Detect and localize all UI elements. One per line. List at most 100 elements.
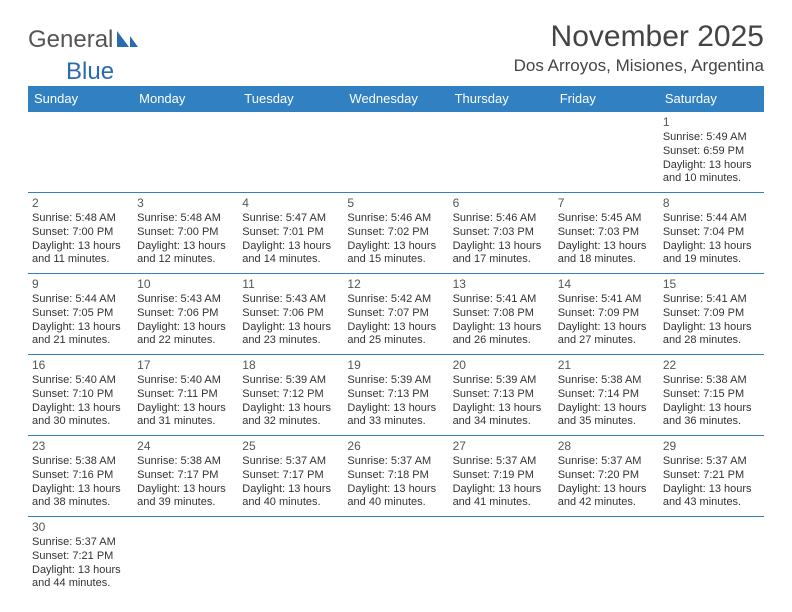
calendar-day-cell: 14Sunrise: 5:41 AMSunset: 7:09 PMDayligh… xyxy=(554,274,659,355)
calendar-empty-cell xyxy=(238,517,343,598)
day-number: 21 xyxy=(558,358,655,373)
day-number: 15 xyxy=(663,277,760,292)
calendar-day-cell: 10Sunrise: 5:43 AMSunset: 7:06 PMDayligh… xyxy=(133,274,238,355)
day-number: 17 xyxy=(137,358,234,373)
day-details: Sunrise: 5:41 AMSunset: 7:09 PMDaylight:… xyxy=(558,293,655,348)
weekday-header: Thursday xyxy=(449,86,554,112)
calendar-week-row: 1Sunrise: 5:49 AMSunset: 6:59 PMDaylight… xyxy=(28,112,764,193)
logo-sail-icon xyxy=(113,26,139,54)
day-details: Sunrise: 5:37 AMSunset: 7:20 PMDaylight:… xyxy=(558,455,655,510)
day-number: 16 xyxy=(32,358,129,373)
weekday-header-row: SundayMondayTuesdayWednesdayThursdayFrid… xyxy=(28,86,764,112)
day-details: Sunrise: 5:37 AMSunset: 7:21 PMDaylight:… xyxy=(663,455,760,510)
calendar-day-cell: 16Sunrise: 5:40 AMSunset: 7:10 PMDayligh… xyxy=(28,355,133,436)
day-number: 5 xyxy=(347,196,444,211)
calendar-week-row: 9Sunrise: 5:44 AMSunset: 7:05 PMDaylight… xyxy=(28,274,764,355)
day-details: Sunrise: 5:39 AMSunset: 7:13 PMDaylight:… xyxy=(453,374,550,429)
calendar-empty-cell xyxy=(554,517,659,598)
location-text: Dos Arroyos, Misiones, Argentina xyxy=(514,56,764,76)
day-details: Sunrise: 5:47 AMSunset: 7:01 PMDaylight:… xyxy=(242,212,339,267)
day-number: 11 xyxy=(242,277,339,292)
day-details: Sunrise: 5:41 AMSunset: 7:08 PMDaylight:… xyxy=(453,293,550,348)
day-details: Sunrise: 5:40 AMSunset: 7:10 PMDaylight:… xyxy=(32,374,129,429)
day-number: 9 xyxy=(32,277,129,292)
day-details: Sunrise: 5:48 AMSunset: 7:00 PMDaylight:… xyxy=(32,212,129,267)
calendar-day-cell: 12Sunrise: 5:42 AMSunset: 7:07 PMDayligh… xyxy=(343,274,448,355)
day-number: 28 xyxy=(558,439,655,454)
day-number: 14 xyxy=(558,277,655,292)
calendar-day-cell: 21Sunrise: 5:38 AMSunset: 7:14 PMDayligh… xyxy=(554,355,659,436)
day-number: 10 xyxy=(137,277,234,292)
day-number: 4 xyxy=(242,196,339,211)
calendar-day-cell: 4Sunrise: 5:47 AMSunset: 7:01 PMDaylight… xyxy=(238,193,343,274)
weekday-header: Saturday xyxy=(659,86,764,112)
calendar-day-cell: 3Sunrise: 5:48 AMSunset: 7:00 PMDaylight… xyxy=(133,193,238,274)
calendar-day-cell: 11Sunrise: 5:43 AMSunset: 7:06 PMDayligh… xyxy=(238,274,343,355)
calendar-day-cell: 19Sunrise: 5:39 AMSunset: 7:13 PMDayligh… xyxy=(343,355,448,436)
calendar-day-cell: 22Sunrise: 5:38 AMSunset: 7:15 PMDayligh… xyxy=(659,355,764,436)
day-number: 8 xyxy=(663,196,760,211)
day-details: Sunrise: 5:38 AMSunset: 7:16 PMDaylight:… xyxy=(32,455,129,510)
brand-part2: Blue xyxy=(66,58,114,86)
calendar-table: SundayMondayTuesdayWednesdayThursdayFrid… xyxy=(28,86,764,597)
day-details: Sunrise: 5:40 AMSunset: 7:11 PMDaylight:… xyxy=(137,374,234,429)
calendar-week-row: 23Sunrise: 5:38 AMSunset: 7:16 PMDayligh… xyxy=(28,436,764,517)
day-details: Sunrise: 5:49 AMSunset: 6:59 PMDaylight:… xyxy=(663,131,760,186)
calendar-empty-cell xyxy=(133,112,238,193)
calendar-day-cell: 13Sunrise: 5:41 AMSunset: 7:08 PMDayligh… xyxy=(449,274,554,355)
day-details: Sunrise: 5:43 AMSunset: 7:06 PMDaylight:… xyxy=(242,293,339,348)
brand-part1: General xyxy=(28,26,113,54)
day-number: 3 xyxy=(137,196,234,211)
day-details: Sunrise: 5:37 AMSunset: 7:18 PMDaylight:… xyxy=(347,455,444,510)
calendar-week-row: 30Sunrise: 5:37 AMSunset: 7:21 PMDayligh… xyxy=(28,517,764,598)
calendar-day-cell: 18Sunrise: 5:39 AMSunset: 7:12 PMDayligh… xyxy=(238,355,343,436)
day-details: Sunrise: 5:37 AMSunset: 7:21 PMDaylight:… xyxy=(32,536,129,591)
calendar-empty-cell xyxy=(449,112,554,193)
calendar-day-cell: 30Sunrise: 5:37 AMSunset: 7:21 PMDayligh… xyxy=(28,517,133,598)
calendar-day-cell: 25Sunrise: 5:37 AMSunset: 7:17 PMDayligh… xyxy=(238,436,343,517)
calendar-day-cell: 9Sunrise: 5:44 AMSunset: 7:05 PMDaylight… xyxy=(28,274,133,355)
day-number: 27 xyxy=(453,439,550,454)
day-number: 25 xyxy=(242,439,339,454)
calendar-day-cell: 6Sunrise: 5:46 AMSunset: 7:03 PMDaylight… xyxy=(449,193,554,274)
weekday-header: Wednesday xyxy=(343,86,448,112)
day-number: 12 xyxy=(347,277,444,292)
calendar-day-cell: 8Sunrise: 5:44 AMSunset: 7:04 PMDaylight… xyxy=(659,193,764,274)
calendar-day-cell: 7Sunrise: 5:45 AMSunset: 7:03 PMDaylight… xyxy=(554,193,659,274)
calendar-empty-cell xyxy=(28,112,133,193)
calendar-empty-cell xyxy=(659,517,764,598)
calendar-empty-cell xyxy=(449,517,554,598)
day-number: 30 xyxy=(32,520,129,535)
day-details: Sunrise: 5:43 AMSunset: 7:06 PMDaylight:… xyxy=(137,293,234,348)
calendar-day-cell: 26Sunrise: 5:37 AMSunset: 7:18 PMDayligh… xyxy=(343,436,448,517)
day-details: Sunrise: 5:37 AMSunset: 7:19 PMDaylight:… xyxy=(453,455,550,510)
calendar-empty-cell xyxy=(343,112,448,193)
day-details: Sunrise: 5:42 AMSunset: 7:07 PMDaylight:… xyxy=(347,293,444,348)
day-number: 1 xyxy=(663,115,760,130)
day-details: Sunrise: 5:38 AMSunset: 7:17 PMDaylight:… xyxy=(137,455,234,510)
calendar-empty-cell xyxy=(238,112,343,193)
calendar-empty-cell xyxy=(343,517,448,598)
day-number: 13 xyxy=(453,277,550,292)
page-title: November 2025 xyxy=(514,20,764,54)
day-details: Sunrise: 5:39 AMSunset: 7:12 PMDaylight:… xyxy=(242,374,339,429)
day-number: 23 xyxy=(32,439,129,454)
calendar-day-cell: 28Sunrise: 5:37 AMSunset: 7:20 PMDayligh… xyxy=(554,436,659,517)
day-number: 6 xyxy=(453,196,550,211)
calendar-body: 1Sunrise: 5:49 AMSunset: 6:59 PMDaylight… xyxy=(28,112,764,598)
calendar-day-cell: 24Sunrise: 5:38 AMSunset: 7:17 PMDayligh… xyxy=(133,436,238,517)
calendar-day-cell: 5Sunrise: 5:46 AMSunset: 7:02 PMDaylight… xyxy=(343,193,448,274)
day-details: Sunrise: 5:38 AMSunset: 7:15 PMDaylight:… xyxy=(663,374,760,429)
calendar-day-cell: 29Sunrise: 5:37 AMSunset: 7:21 PMDayligh… xyxy=(659,436,764,517)
day-details: Sunrise: 5:44 AMSunset: 7:05 PMDaylight:… xyxy=(32,293,129,348)
calendar-day-cell: 27Sunrise: 5:37 AMSunset: 7:19 PMDayligh… xyxy=(449,436,554,517)
day-details: Sunrise: 5:44 AMSunset: 7:04 PMDaylight:… xyxy=(663,212,760,267)
calendar-day-cell: 1Sunrise: 5:49 AMSunset: 6:59 PMDaylight… xyxy=(659,112,764,193)
day-details: Sunrise: 5:46 AMSunset: 7:02 PMDaylight:… xyxy=(347,212,444,267)
calendar-day-cell: 15Sunrise: 5:41 AMSunset: 7:09 PMDayligh… xyxy=(659,274,764,355)
day-number: 22 xyxy=(663,358,760,373)
day-number: 7 xyxy=(558,196,655,211)
day-details: Sunrise: 5:37 AMSunset: 7:17 PMDaylight:… xyxy=(242,455,339,510)
day-number: 18 xyxy=(242,358,339,373)
day-details: Sunrise: 5:38 AMSunset: 7:14 PMDaylight:… xyxy=(558,374,655,429)
